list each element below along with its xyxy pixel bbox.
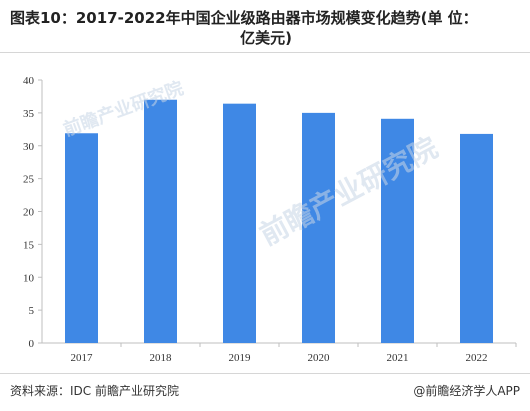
x-tick-label: 2018 (150, 352, 173, 364)
x-tick-label: 2021 (387, 352, 409, 364)
chart-title: 图表10：2017-2022年中国企业级路由器市场规模变化趋势(单 位： 亿美元… (10, 8, 522, 48)
y-tick-label: 15 (23, 239, 35, 251)
y-tick-label: 35 (23, 108, 35, 120)
y-tick-label: 30 (23, 141, 35, 153)
bar (460, 133, 493, 343)
chart-title-line1: 图表10：2017-2022年中国企业级路由器市场规模变化趋势(单 位： (10, 9, 478, 27)
bar (144, 99, 177, 343)
footer-divider (0, 373, 530, 374)
bar-chart: 0 5 10 15 20 25 30 35 40 2017 2018 2019 2020 2021 2022 (23, 75, 517, 364)
y-tick-label: 0 (29, 338, 35, 350)
y-tick-label: 5 (29, 305, 35, 317)
bar (223, 103, 256, 343)
chart-title-line2: 亿美元) (240, 29, 292, 47)
bar (302, 112, 335, 343)
y-tick-label: 25 (23, 174, 35, 186)
brand-note: @前瞻经济学人APP (413, 384, 520, 398)
x-tick-label: 2022 (466, 352, 488, 364)
x-tick-label: 2020 (308, 352, 331, 364)
bar (65, 133, 98, 343)
x-tick-label: 2017 (71, 352, 94, 364)
x-tick-label: 2019 (229, 352, 252, 364)
title-divider (0, 52, 530, 53)
source-note: 资料来源：IDC 前瞻产业研究院 (10, 384, 179, 398)
bar (381, 118, 414, 343)
y-tick-label: 20 (23, 207, 35, 219)
y-tick-label: 40 (23, 75, 35, 87)
y-tick-label: 10 (23, 272, 35, 284)
